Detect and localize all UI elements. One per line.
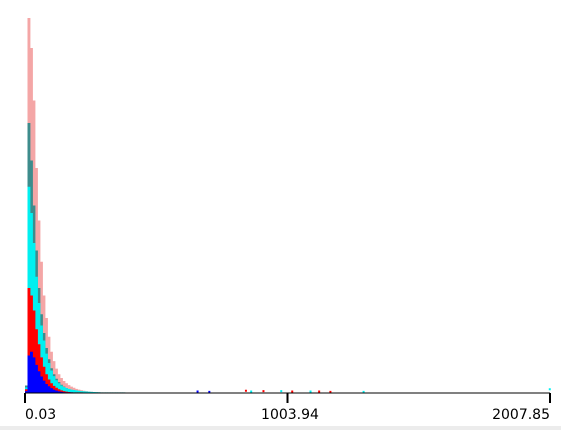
bar-blue-10 bbox=[50, 388, 53, 393]
bar-blue-6 bbox=[40, 377, 43, 394]
bar-blue-9 bbox=[48, 386, 51, 393]
x-axis-ticks bbox=[25, 393, 550, 403]
outlier-points bbox=[197, 388, 551, 393]
bar-blue-3 bbox=[33, 357, 36, 393]
bar-blue-7 bbox=[43, 381, 46, 393]
x-tick-label-mid: 1003.94 bbox=[261, 407, 319, 423]
point-cyan-6 bbox=[280, 390, 282, 392]
x-axis-tick-labels: 0.03 1003.94 2007.85 bbox=[25, 407, 550, 423]
bar-blue-1 bbox=[28, 356, 31, 394]
point-cyan-7 bbox=[310, 391, 312, 393]
bar-blue-5 bbox=[38, 371, 41, 393]
point-red-1 bbox=[262, 390, 264, 392]
bar-blue-2 bbox=[30, 352, 33, 393]
x-tick-label-min: 0.03 bbox=[25, 407, 56, 423]
histogram-bars bbox=[25, 18, 125, 393]
point-red-0 bbox=[245, 390, 247, 392]
bar-blue-11 bbox=[53, 390, 56, 393]
point-blue-10 bbox=[197, 391, 199, 393]
point-cyan-9 bbox=[549, 388, 551, 390]
bar-blue-8 bbox=[45, 384, 48, 393]
bottom-edge-band bbox=[0, 426, 561, 430]
x-tick-label-max: 2007.85 bbox=[492, 407, 550, 423]
point-cyan-5 bbox=[250, 391, 252, 393]
point-red-3 bbox=[318, 391, 320, 393]
bar-blue-4 bbox=[35, 365, 38, 393]
point-red-2 bbox=[291, 391, 293, 393]
